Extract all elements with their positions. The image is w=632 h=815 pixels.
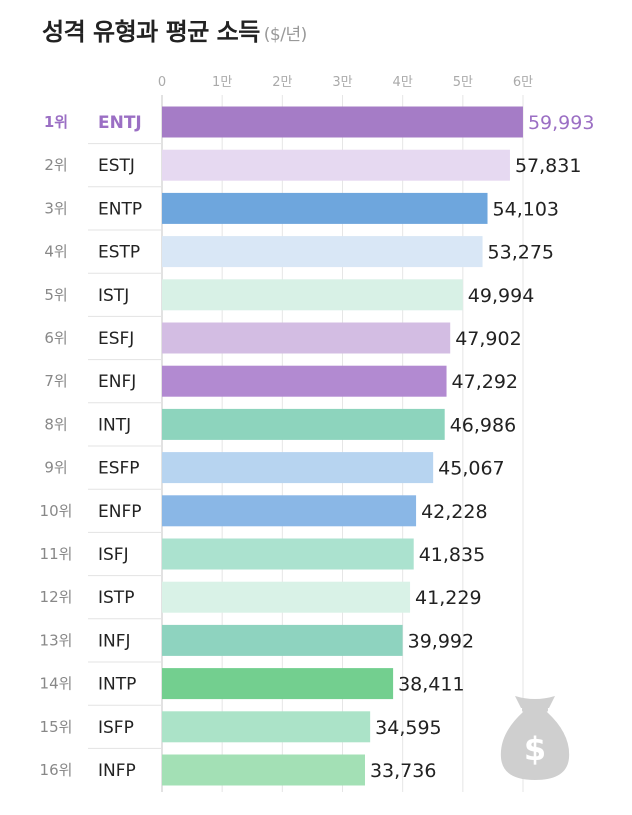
bar-row-entj: 1위 ENTJ 59,993 xyxy=(44,106,594,138)
category-label: INTP xyxy=(98,675,136,695)
category-label: ESTP xyxy=(98,243,140,263)
value-label: 33,736 xyxy=(370,760,436,782)
value-label: 57,831 xyxy=(515,155,581,177)
category-label: ESFP xyxy=(98,459,140,479)
bar-row-enfp: 10위 ENFP 42,228 xyxy=(40,488,488,527)
rank-label: 6위 xyxy=(44,329,67,347)
value-label: 49,994 xyxy=(468,285,534,307)
value-label: 42,228 xyxy=(421,501,487,523)
bar-row-infp: 16위 INFP 33,736 xyxy=(40,747,436,786)
bar-row-estj: 2위 ESTJ 57,831 xyxy=(44,143,581,181)
rank-label: 10위 xyxy=(40,502,73,520)
chart-title: 성격 유형과 평균 소득 ($/년) xyxy=(42,12,307,47)
category-label: ISFJ xyxy=(98,545,129,565)
rank-label: 5위 xyxy=(44,286,67,304)
value-label: 59,993 xyxy=(528,112,594,134)
category-label: INFJ xyxy=(98,631,131,651)
bar-row-istj: 5위 ISTJ 49,994 xyxy=(44,272,534,311)
bar xyxy=(162,711,371,743)
category-label: INTJ xyxy=(98,415,131,435)
x-tick-label: 1만 xyxy=(212,75,232,90)
bar xyxy=(162,236,483,268)
bar xyxy=(162,495,417,527)
bar xyxy=(162,581,411,613)
category-label: ESTJ xyxy=(98,156,135,176)
bar xyxy=(162,192,488,224)
bar xyxy=(162,279,463,311)
category-label: ISTJ xyxy=(98,286,129,306)
value-label: 45,067 xyxy=(438,458,504,480)
rank-label: 13위 xyxy=(40,631,73,649)
svg-text:$: $ xyxy=(524,730,546,768)
x-tick-label: 0 xyxy=(158,75,166,90)
category-label: ESFJ xyxy=(98,329,134,349)
bar xyxy=(162,624,403,656)
bar xyxy=(162,408,445,440)
value-label: 39,992 xyxy=(408,630,474,652)
bar xyxy=(162,452,434,484)
rank-label: 4위 xyxy=(44,243,67,261)
value-label: 46,986 xyxy=(450,414,516,436)
bar xyxy=(162,668,394,700)
category-label: ISTP xyxy=(98,588,134,608)
x-tick-label: 3만 xyxy=(332,75,352,90)
rank-label: 12위 xyxy=(40,588,73,606)
bar xyxy=(162,365,447,397)
x-axis-ticks: 0 1만 2만 3만 4만 5만 6만 xyxy=(158,75,533,90)
rank-label: 7위 xyxy=(44,372,67,390)
chart-title-text: 성격 유형과 평균 소득 xyxy=(42,18,260,46)
bar xyxy=(162,106,523,138)
money-bag-icon: $ xyxy=(500,696,570,780)
x-tick-label: 5만 xyxy=(453,75,473,90)
chart-unit: ($/년) xyxy=(263,25,307,45)
category-label: ENTJ xyxy=(98,113,142,133)
value-label: 47,902 xyxy=(455,328,521,350)
x-tick-label: 2만 xyxy=(272,75,292,90)
category-label: ENFP xyxy=(98,502,142,522)
bar-row-estp: 4위 ESTP 53,275 xyxy=(44,229,554,268)
x-tick-label: 4만 xyxy=(393,75,413,90)
bar-row-istp: 12위 ISTP 41,229 xyxy=(40,575,482,613)
bar xyxy=(162,538,414,570)
bar-row-esfj: 6위 ESFJ 47,902 xyxy=(44,315,522,354)
bar-row-entp: 3위 ENTP 54,103 xyxy=(44,186,559,224)
bar-row-infj: 13위 INFJ 39,992 xyxy=(40,618,474,656)
bar-row-intp: 14위 INTP 38,411 xyxy=(40,661,465,700)
bar-row-isfj: 11위 ISFJ 41,835 xyxy=(40,531,485,570)
rank-label: 11위 xyxy=(40,545,73,563)
bar xyxy=(162,322,451,354)
value-label: 53,275 xyxy=(488,242,554,264)
chart-rows: 1위 ENTJ 59,993 2위 ESTJ 57,831 3위 ENTP 54,103 4위 ES… xyxy=(40,106,594,786)
value-label: 47,292 xyxy=(452,371,518,393)
category-label: INFP xyxy=(98,761,136,781)
rank-label: 14위 xyxy=(40,675,73,693)
rank-label: 9위 xyxy=(44,459,67,477)
x-tick-label: 6만 xyxy=(513,75,533,90)
value-label: 41,229 xyxy=(415,587,481,609)
value-label: 41,835 xyxy=(419,544,485,566)
bar-row-esfp: 9위 ESFP 45,067 xyxy=(44,445,505,484)
bar-row-intj: 8위 INTJ 46,986 xyxy=(44,402,516,440)
rank-label: 15위 xyxy=(40,718,73,736)
rank-label: 1위 xyxy=(44,113,68,131)
category-label: ENTP xyxy=(98,199,142,219)
category-label: ISFP xyxy=(98,718,134,738)
rank-label: 8위 xyxy=(44,415,67,433)
bar-row-enfj: 7위 ENFJ 47,292 xyxy=(44,359,518,397)
value-label: 38,411 xyxy=(398,674,464,696)
category-label: ENFJ xyxy=(98,372,136,392)
bar-row-isfp: 15위 ISFP 34,595 xyxy=(40,704,442,743)
rank-label: 16위 xyxy=(40,761,73,779)
bar xyxy=(162,754,365,786)
rank-label: 3위 xyxy=(44,199,67,217)
rank-label: 2위 xyxy=(44,156,67,174)
value-label: 34,595 xyxy=(375,717,441,739)
bar xyxy=(162,149,510,181)
value-label: 54,103 xyxy=(493,198,559,220)
